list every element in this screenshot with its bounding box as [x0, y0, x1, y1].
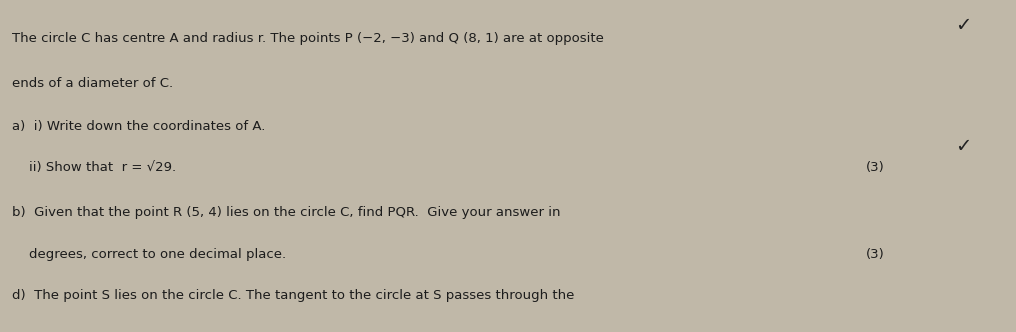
Text: ✓: ✓ [955, 137, 971, 156]
Text: The circle C has centre A and radius r. The points P (−2, −3) and Q (8, 1) are a: The circle C has centre A and radius r. … [12, 32, 605, 45]
Text: (3): (3) [866, 248, 884, 261]
Text: a)  i) Write down the coordinates of A.: a) i) Write down the coordinates of A. [12, 120, 265, 133]
Text: d)  The point S lies on the circle C. The tangent to the circle at S passes thro: d) The point S lies on the circle C. The… [12, 289, 575, 302]
Text: ends of a diameter of C.: ends of a diameter of C. [12, 77, 174, 90]
Text: ii) Show that  r = √29.: ii) Show that r = √29. [12, 161, 177, 174]
Text: (3): (3) [866, 161, 884, 174]
Text: b)  Given that the point R (5, 4) lies on the circle C, find PQR.  Give your ans: b) Given that the point R (5, 4) lies on… [12, 206, 561, 219]
Text: ✓: ✓ [955, 16, 971, 35]
Text: degrees, correct to one decimal place.: degrees, correct to one decimal place. [12, 248, 287, 261]
